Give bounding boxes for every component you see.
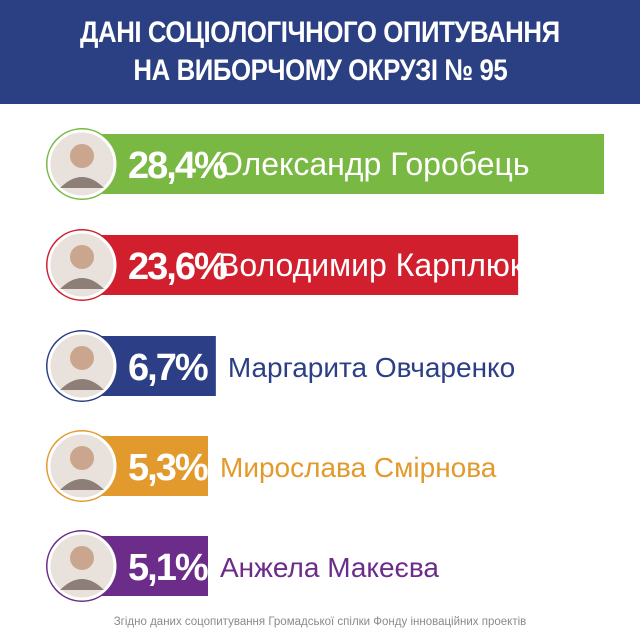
category-label: Маргарита Овчаренко: [228, 352, 515, 383]
avatar-body-icon: [60, 278, 104, 289]
avatar-body-icon: [60, 479, 104, 490]
avatar-head-icon: [70, 546, 94, 570]
category-label: Мирослава Смірнова: [220, 452, 497, 483]
category-label: Олександр Горобець: [218, 146, 530, 182]
avatar-head-icon: [70, 245, 94, 269]
bar-row: 5,3% Мирослава Смірнова: [46, 430, 497, 502]
bar: [96, 235, 519, 295]
avatar-body-icon: [60, 177, 104, 188]
header-banner: ДАНІ СОЦІОЛОГІЧНОГО ОПИТУВАННЯ НА ВИБОРЧ…: [0, 0, 640, 104]
value-label: 23,6%: [128, 246, 227, 288]
avatar-head-icon: [70, 346, 94, 370]
category-label: Володимир Карплюк: [218, 247, 525, 283]
avatar-body-icon: [60, 579, 104, 590]
value-label: 5,3%: [128, 447, 208, 489]
bar-row: 5,1% Анжела Макеєва: [46, 530, 439, 602]
bar: [96, 134, 604, 194]
bar-row: 23,6%Володимир Карплюк: [46, 229, 525, 301]
bar-row: 28,4%Олександр Горобець: [46, 128, 604, 200]
avatar-body-icon: [60, 379, 104, 390]
source-note: Згідно даних соцопитування Громадської с…: [113, 616, 527, 628]
value-label: 6,7%: [128, 347, 208, 389]
avatar-head-icon: [70, 446, 94, 470]
category-label: Анжела Макеєва: [220, 552, 439, 583]
title-line-2: НА ВИБОРЧОМУ ОКРУЗІ № 95: [133, 54, 507, 87]
title-line-1: ДАНІ СОЦІОЛОГІЧНОГО ОПИТУВАННЯ: [80, 16, 560, 49]
value-label: 28,4%: [128, 145, 227, 187]
bar-row: 6,7% Маргарита Овчаренко: [46, 330, 515, 402]
avatar-head-icon: [70, 144, 94, 168]
value-label: 5,1%: [128, 547, 208, 589]
